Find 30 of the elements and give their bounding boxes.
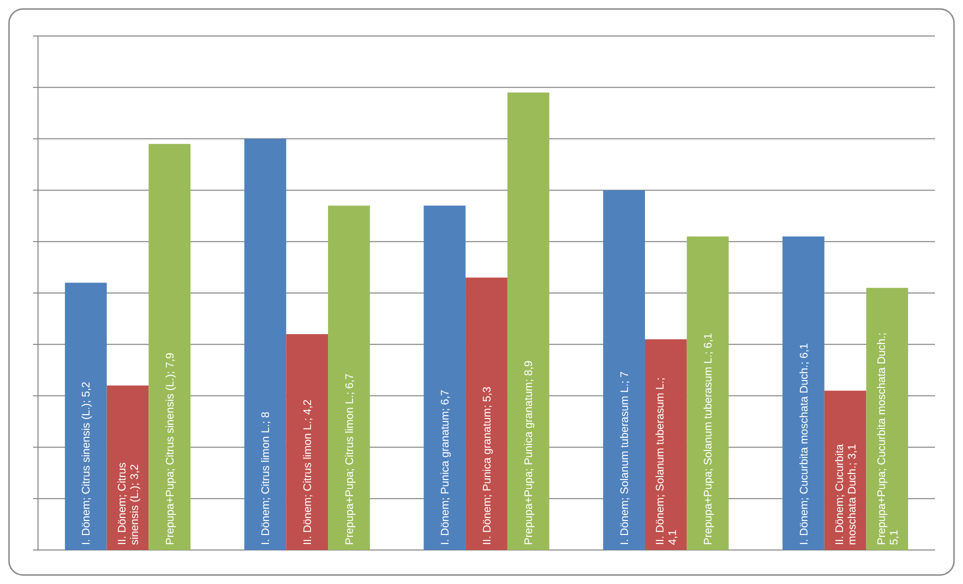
bar xyxy=(507,92,550,550)
data-label: II. Dönem; Punica granatum; 5,3 xyxy=(481,386,494,545)
data-label: II. Dönem; Solanum tuberasum L.; 4,1 xyxy=(654,377,679,545)
bar xyxy=(603,190,645,550)
bar xyxy=(106,386,149,550)
bar xyxy=(424,206,466,550)
data-label: I. Dönem; Citrus limon L.; 8 xyxy=(260,412,272,545)
bar xyxy=(286,334,328,550)
bar xyxy=(824,390,866,550)
data-label: Prepupa+Pupa; Punica granatum; 8,9 xyxy=(523,360,536,545)
data-label: Prepupa+Pupa; Citrus sinensis (L.); 7,9 xyxy=(164,352,176,545)
data-label: I. Dönem; Punica granatum; 6,7 xyxy=(439,390,452,545)
bar xyxy=(466,278,508,550)
bar xyxy=(148,144,190,550)
bar xyxy=(644,339,687,550)
data-label: I. Dönem; Citrus sinensis (L.); 5,2 xyxy=(80,382,93,545)
bar xyxy=(686,236,729,550)
data-label: II. Dönem; Citrus limon L.; 4,2 xyxy=(302,400,314,545)
bar xyxy=(866,288,908,550)
bar xyxy=(782,236,824,550)
data-label: Prepupa+Pupa; Solanum tuberasum L.; 6,1 xyxy=(702,333,715,545)
data-label: I. Dönem; Solanum tuberasum L.; 7 xyxy=(618,371,631,545)
data-label: I. Dönem; Cucurbita moschata Duch.; 6,1 xyxy=(798,343,810,545)
data-label: Prepupa+Pupa; Cucurbita moschata Duch.; 5,1 xyxy=(876,332,900,545)
data-label: Prepupa+Pupa; Citrus limon L.; 6,7 xyxy=(344,373,356,545)
bar xyxy=(244,138,286,550)
bar xyxy=(64,282,107,550)
data-label: II. Dönem; Cucurbita moschata Duch.; 3,1 xyxy=(834,443,858,545)
data-label: II. Dönem; Citrus sinensis (L.); 3,2 xyxy=(116,462,141,545)
bar xyxy=(328,206,370,550)
